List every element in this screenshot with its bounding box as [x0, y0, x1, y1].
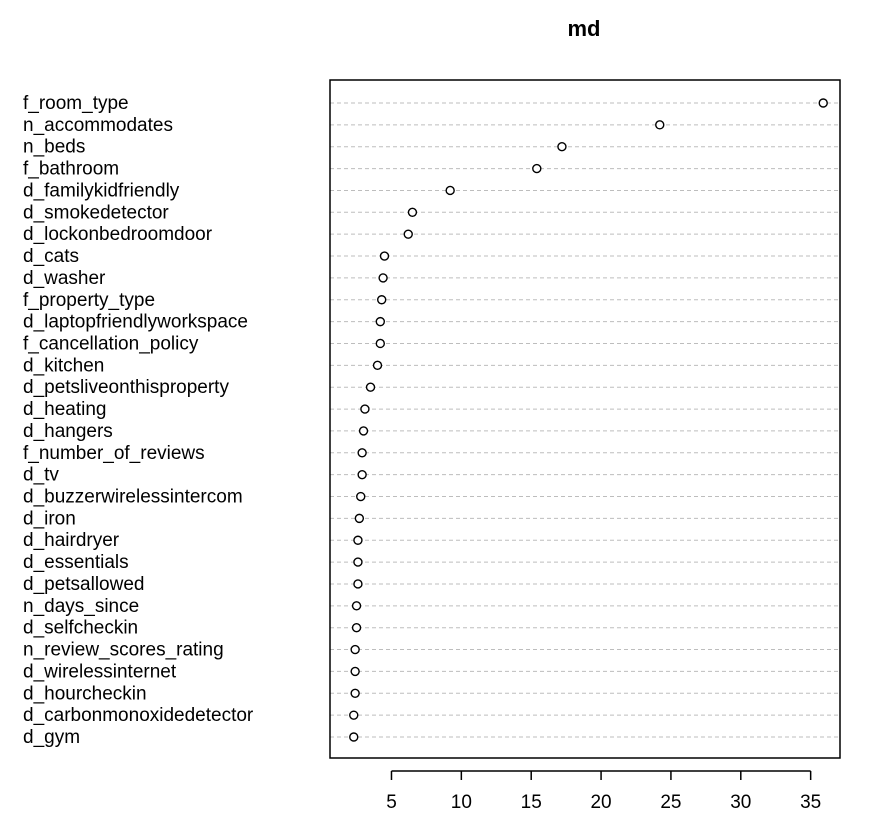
category-label: d_tv: [23, 465, 59, 486]
data-point: [375, 338, 386, 349]
category-label: d_washer: [23, 268, 106, 289]
x-tick-label: 20: [590, 792, 611, 813]
data-point: [349, 710, 359, 720]
category-label: d_smokedetector: [23, 202, 169, 223]
category-label: d_petsallowed: [23, 574, 144, 595]
x-axis: 5 10 15 20 25 30 35: [386, 770, 821, 813]
category-label: d_familykidfriendly: [23, 180, 180, 201]
x-tick-label: 15: [521, 792, 542, 813]
category-label: d_essentials: [23, 552, 129, 573]
category-label: d_carbonmonoxidedetector: [23, 705, 254, 726]
x-tick-label: 10: [451, 792, 472, 813]
x-tick-label: 35: [800, 792, 821, 813]
category-label: n_accommodates: [23, 115, 173, 136]
category-labels: f_room_typen_accommodatesn_bedsf_bathroo…: [23, 93, 254, 748]
x-tick-label: 25: [660, 792, 681, 813]
category-label: d_hairdryer: [23, 530, 120, 551]
chart-title: md: [568, 16, 601, 41]
category-label: d_cats: [23, 246, 79, 267]
data-point: [818, 98, 828, 108]
category-label: d_buzzerwirelessintercom: [23, 487, 243, 508]
plot-frame: [329, 79, 841, 759]
data-point: [350, 666, 360, 677]
category-label: d_hourcheckin: [23, 683, 147, 704]
data-point: [445, 185, 455, 196]
category-label: d_gym: [23, 727, 80, 748]
category-label: f_room_type: [23, 93, 129, 114]
category-label: d_wirelessinternet: [23, 661, 177, 682]
data-point: [557, 142, 567, 152]
data-point: [372, 360, 383, 371]
category-label: f_bathroom: [23, 159, 119, 180]
data-point: [379, 251, 390, 261]
category-label: d_heating: [23, 399, 106, 420]
data-point: [356, 491, 366, 502]
data-point: [407, 207, 418, 218]
data-point: [365, 382, 376, 392]
data-point: [353, 557, 363, 567]
category-label: f_property_type: [23, 290, 155, 311]
category-label: d_kitchen: [23, 355, 104, 376]
category-label: d_laptopfriendlyworkspace: [23, 312, 248, 333]
data-point: [532, 163, 542, 174]
data-point: [350, 688, 360, 698]
data-point: [349, 732, 359, 742]
category-label: d_hangers: [23, 421, 113, 442]
category-label: f_cancellation_policy: [23, 333, 199, 354]
category-label: n_review_scores_rating: [23, 640, 224, 661]
data-point: [403, 229, 413, 239]
data-point: [351, 622, 362, 633]
category-label: d_selfcheckin: [23, 618, 138, 639]
grid-layer: [330, 102, 840, 738]
data-point: [375, 316, 386, 327]
category-label: n_days_since: [23, 596, 139, 617]
data-point: [378, 273, 388, 283]
data-point: [354, 513, 365, 524]
data-point: [357, 448, 367, 458]
data-point: [358, 426, 369, 436]
x-tick-label: 5: [386, 792, 397, 813]
data-point: [360, 404, 370, 414]
x-tick-label: 30: [730, 792, 751, 813]
category-label: f_number_of_reviews: [23, 443, 205, 464]
category-label: n_beds: [23, 137, 85, 158]
data-point: [353, 535, 363, 545]
data-point: [357, 469, 367, 480]
category-label: d_iron: [23, 508, 76, 529]
category-label: d_petsliveonthisproperty: [23, 377, 229, 398]
data-point: [350, 644, 360, 655]
category-label: d_lockonbedroomdoor: [23, 224, 213, 245]
data-point: [655, 120, 665, 130]
data-points: [349, 98, 828, 742]
data-point: [351, 601, 362, 611]
data-point: [376, 295, 387, 305]
data-point: [353, 579, 363, 589]
